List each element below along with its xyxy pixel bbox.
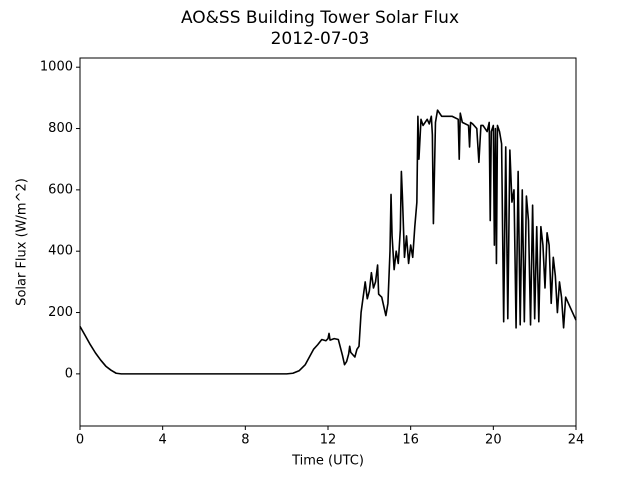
y-axis-label: Solar Flux (W/m^2): [15, 178, 30, 306]
y-tick-label: 400: [48, 244, 73, 259]
y-tick-label: 1000: [40, 60, 73, 75]
chart-subtitle: 2012-07-03: [271, 29, 370, 49]
x-tick-label: 8: [241, 433, 249, 448]
x-tick-label: 24: [568, 433, 585, 448]
y-tick-label: 200: [48, 305, 73, 320]
x-tick-label: 16: [402, 433, 419, 448]
chart-title: AO&SS Building Tower Solar Flux: [181, 8, 459, 28]
y-tick-label: 0: [65, 366, 73, 381]
y-tick-label: 800: [48, 121, 73, 136]
x-tick-label: 12: [320, 433, 337, 448]
x-tick-label: 20: [485, 433, 502, 448]
plot-frame: [79, 57, 577, 427]
data-line: [79, 109, 577, 375]
x-tick-label: 0: [76, 433, 84, 448]
y-tick-label: 600: [48, 182, 73, 197]
x-tick-label: 4: [159, 433, 167, 448]
x-axis-label: Time (UTC): [291, 454, 364, 469]
